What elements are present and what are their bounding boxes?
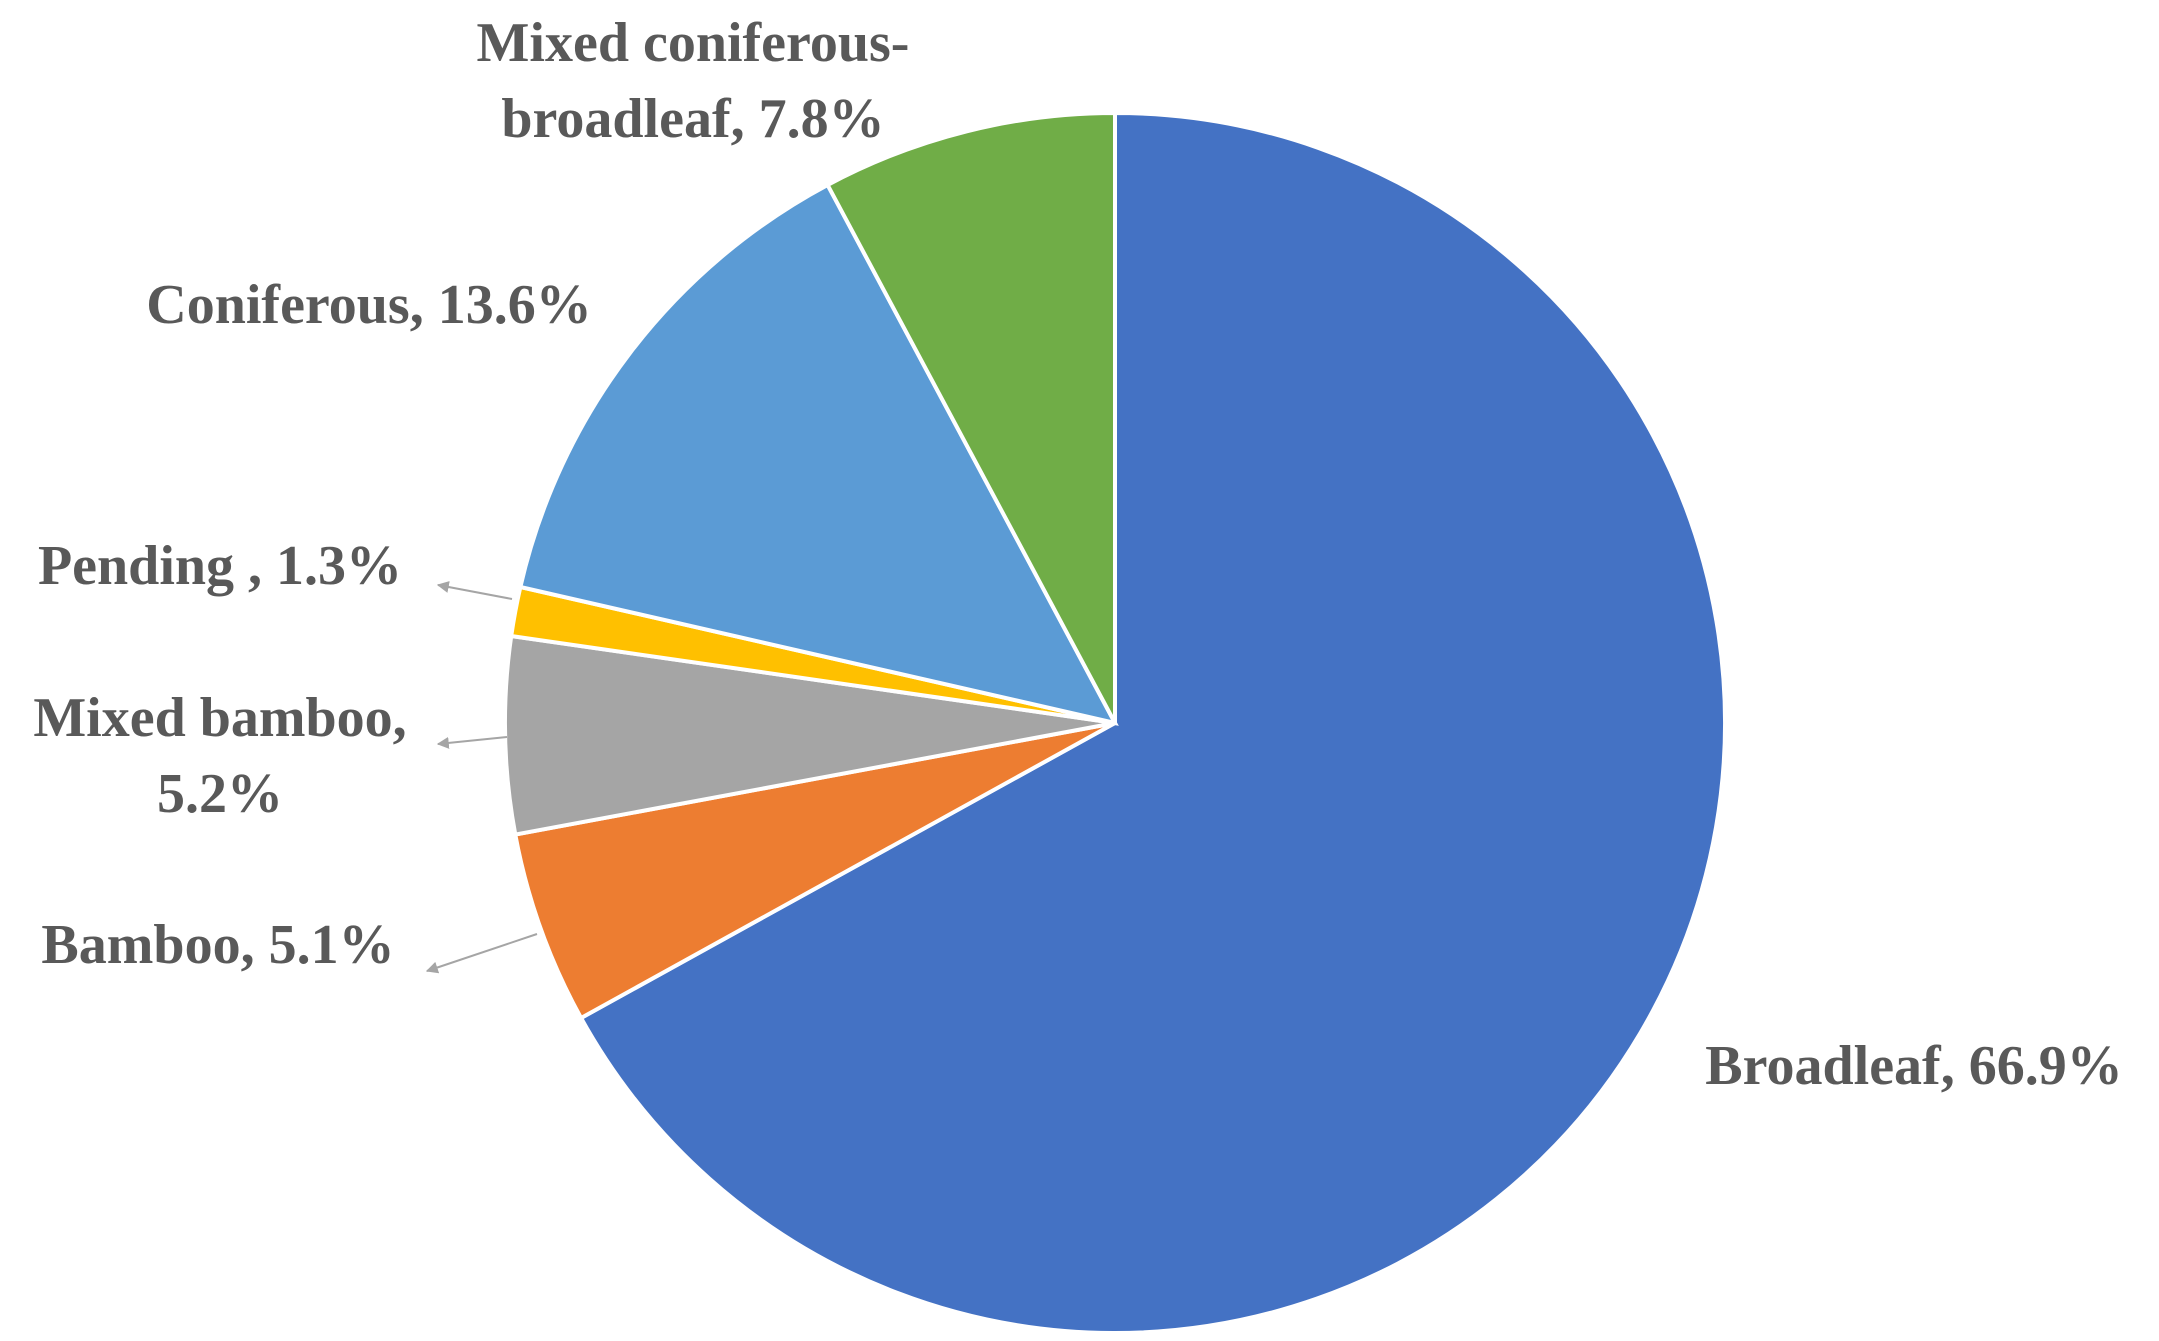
data-label: Mixed bamboo, 5.2% (33, 687, 406, 825)
data-label: Pending , 1.3% (38, 535, 402, 597)
data-label-line: broadleaf, 7.8% (501, 88, 884, 150)
data-label-line: Mixed coniferous- (477, 12, 910, 74)
data-label: Bamboo, 5.1% (41, 914, 394, 976)
data-label: Coniferous, 13.6% (146, 274, 591, 336)
leader-line (425, 933, 538, 974)
leader-line (436, 736, 508, 749)
pie-slice (824, 110, 1117, 724)
data-label-line: 5.2% (157, 763, 283, 825)
pie-slice (512, 721, 1116, 1021)
data-label: Broadleaf, 66.9% (1705, 1035, 2122, 1097)
pie-slice (503, 633, 1116, 837)
data-label-line: Mixed bamboo, (33, 687, 406, 749)
data-label: Mixed coniferous-broadleaf, 7.8% (477, 12, 910, 150)
pie-slice (517, 182, 1119, 726)
pie-slice (578, 110, 1727, 1335)
leader-line (436, 581, 513, 600)
